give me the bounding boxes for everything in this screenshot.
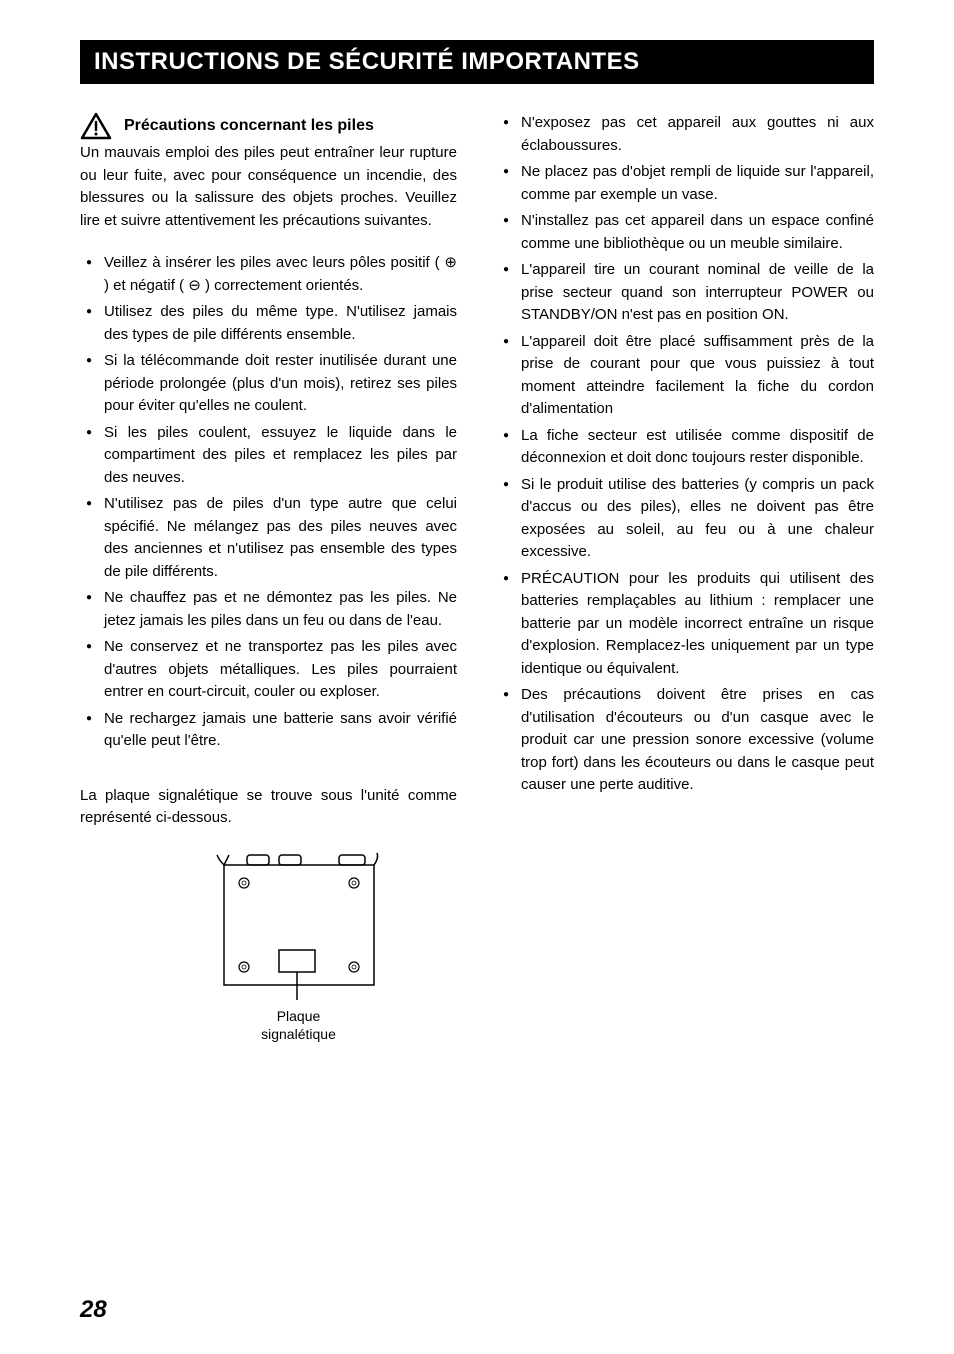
section-header: INSTRUCTIONS DE SÉCURITÉ IMPORTANTES	[80, 40, 874, 84]
content-columns: Précautions concernant les piles Un mauv…	[80, 112, 874, 1043]
list-item: N'exposez pas cet appareil aux gouttes n…	[521, 112, 874, 157]
warning-heading-row: Précautions concernant les piles	[80, 112, 457, 140]
list-item: Si le produit utilise des batteries (y c…	[521, 474, 874, 564]
list-item: Ne chauffez pas et ne démontez pas les p…	[104, 587, 457, 632]
list-item: N'installez pas cet appareil dans un esp…	[521, 210, 874, 255]
list-item: Ne conservez et ne transportez pas les p…	[104, 636, 457, 704]
left-column: Précautions concernant les piles Un mauv…	[80, 112, 457, 1043]
list-item: Si la télécommande doit rester inutilisé…	[104, 350, 457, 418]
diagram-label: Plaque signalétique	[261, 1007, 336, 1043]
intro-paragraph: Un mauvais emploi des piles peut entraîn…	[80, 142, 457, 232]
list-item: Ne rechargez jamais une batterie sans av…	[104, 708, 457, 753]
list-item: L'appareil tire un courant nominal de ve…	[521, 259, 874, 327]
diagram-label-line1: Plaque	[277, 1008, 321, 1024]
list-item: PRÉCAUTION pour les produits qui utilise…	[521, 568, 874, 681]
plate-diagram: Plaque signalétique	[140, 850, 457, 1043]
list-item: La fiche secteur est utilisée comme disp…	[521, 425, 874, 470]
battery-precautions-heading: Précautions concernant les piles	[124, 117, 374, 135]
plate-location-text: La plaque signalétique se trouve sous l'…	[80, 785, 457, 830]
list-item: Veillez à insérer les piles avec leurs p…	[104, 252, 457, 297]
list-item: N'utilisez pas de piles d'un type autre …	[104, 493, 457, 583]
list-item: Si les piles coulent, essuyez le liquide…	[104, 422, 457, 490]
right-column: N'exposez pas cet appareil aux gouttes n…	[497, 112, 874, 1043]
list-item: Utilisez des piles du même type. N'utili…	[104, 301, 457, 346]
warning-triangle-icon	[80, 112, 112, 140]
device-bottom-svg	[209, 850, 389, 1005]
left-bullet-list: Veillez à insérer les piles avec leurs p…	[80, 252, 457, 753]
list-item: Ne placez pas d'objet rempli de liquide …	[521, 161, 874, 206]
diagram-label-line2: signalétique	[261, 1026, 336, 1042]
right-bullet-list: N'exposez pas cet appareil aux gouttes n…	[497, 112, 874, 797]
list-item: L'appareil doit être placé suffisamment …	[521, 331, 874, 421]
page-number: 28	[80, 1296, 107, 1324]
list-item: Des précautions doivent être prises en c…	[521, 684, 874, 797]
